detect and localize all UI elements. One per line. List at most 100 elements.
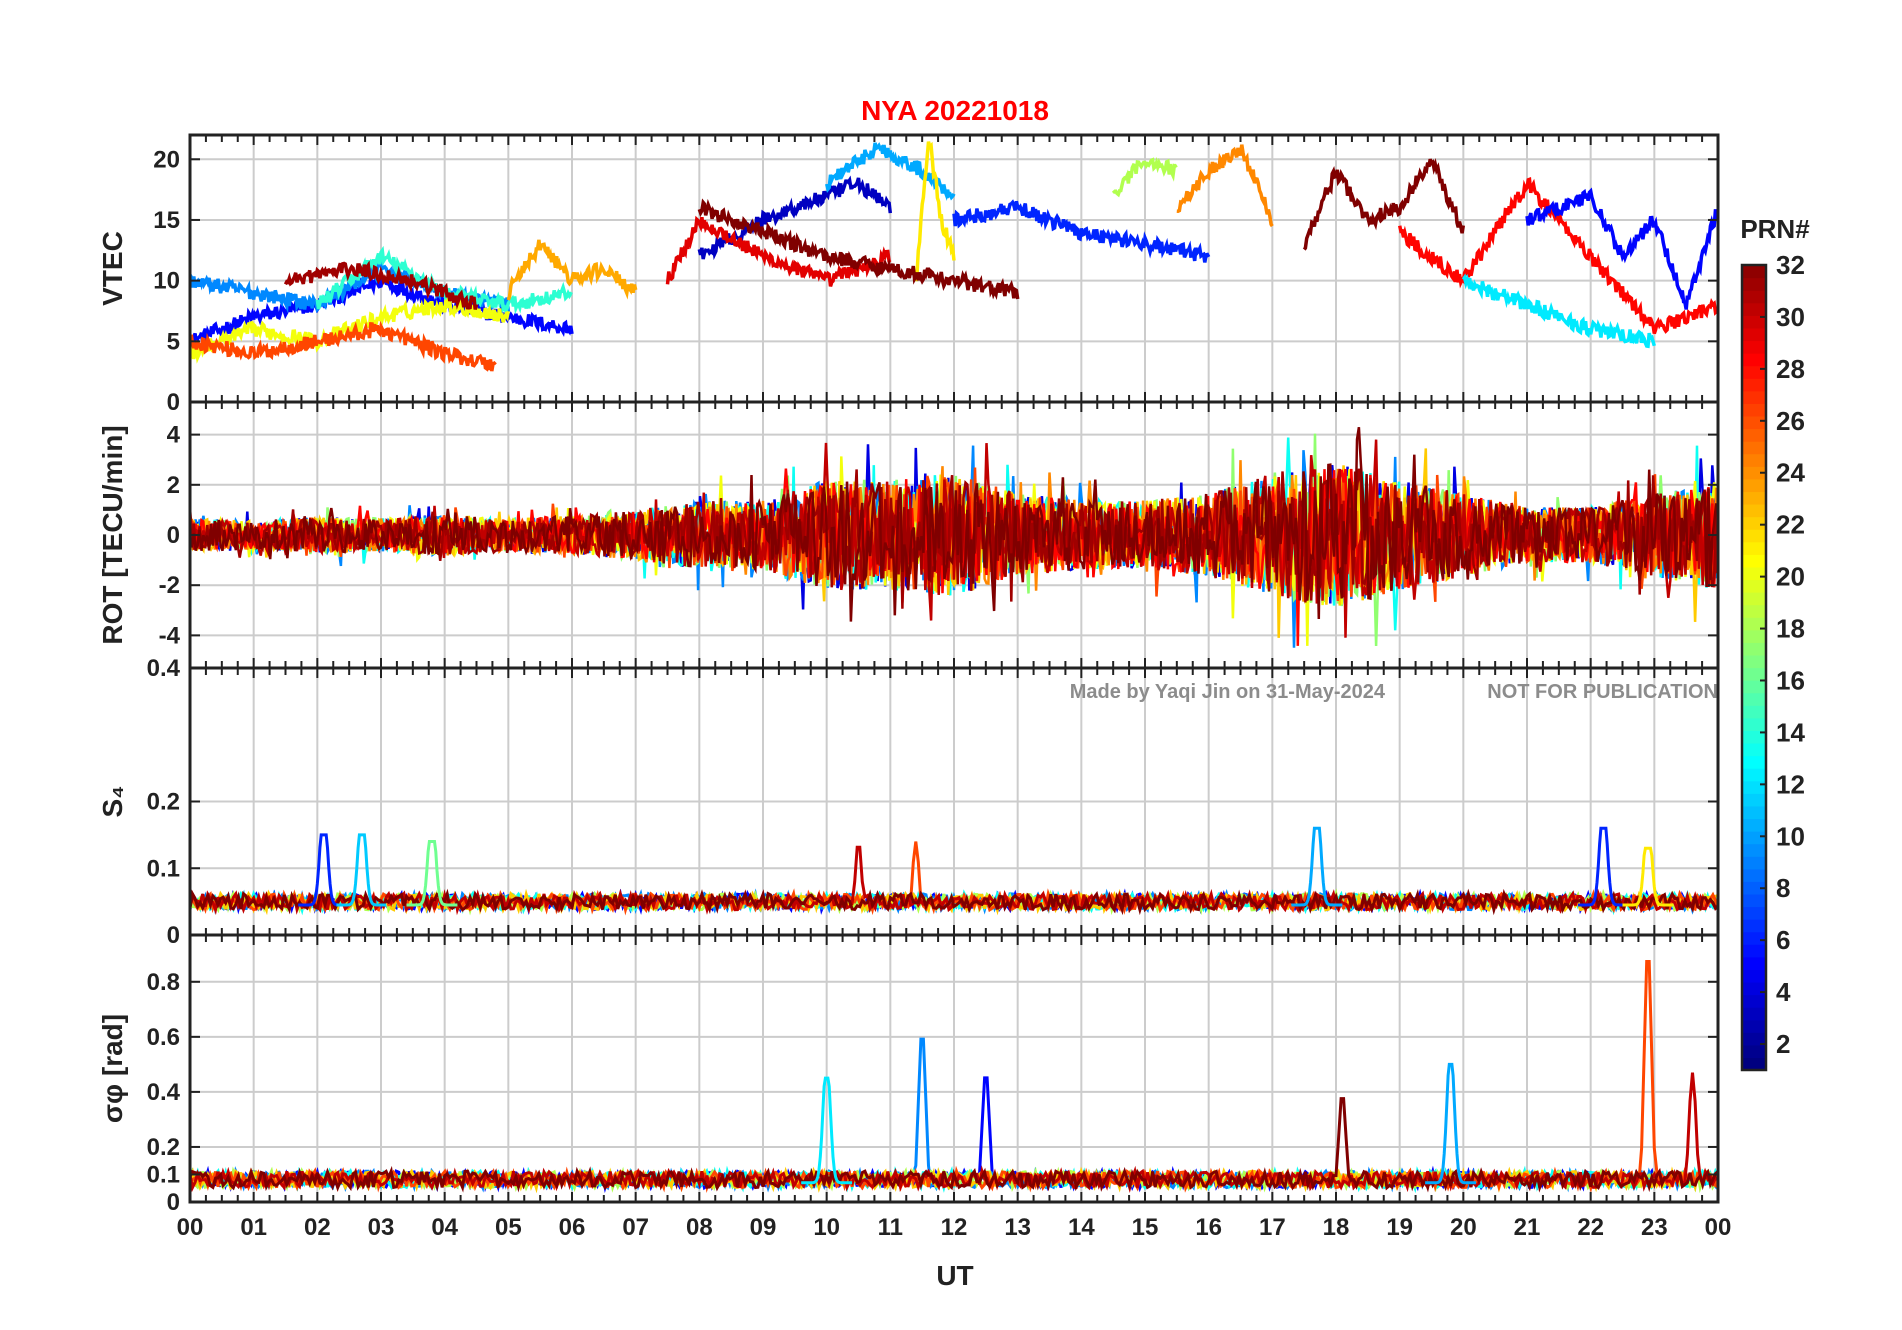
colorbar-segment <box>1742 1007 1766 1021</box>
vtec-series-prn-28 <box>1397 177 1718 335</box>
x-tick-label: 17 <box>1259 1214 1286 1241</box>
colorbar-segment <box>1742 654 1766 669</box>
x-tick-label: 11 <box>878 1214 903 1241</box>
sigma_phi-y-tick-label: 0.8 <box>147 969 180 996</box>
colorbar-tick-label: 4 <box>1776 977 1791 1007</box>
x-tick-label: 23 <box>1641 1214 1668 1241</box>
colorbar-tick-label: 32 <box>1776 250 1805 280</box>
colorbar-segment <box>1742 994 1766 1008</box>
colorbar-segment <box>1742 893 1766 908</box>
colorbar-segment <box>1742 843 1766 857</box>
x-tick-label: 08 <box>686 1214 713 1241</box>
colorbar-segment <box>1742 340 1766 354</box>
colorbar-segment <box>1742 755 1766 769</box>
s4-peak-prn-11 <box>336 833 387 907</box>
figure-title: NYA 20221018 <box>861 95 1049 126</box>
s4-y-tick-label: 0.1 <box>147 855 180 882</box>
colorbar-frame <box>1740 263 1768 1072</box>
rot-y-tick-label: 4 <box>167 422 181 449</box>
s4-peak-prn-16 <box>406 840 458 907</box>
colorbar-segment <box>1742 856 1766 870</box>
x-tick-label: 02 <box>304 1214 331 1241</box>
colorbar-segment <box>1742 290 1766 304</box>
x-tick-label: 00 <box>1705 1214 1732 1241</box>
vtec-panel: 0 5 10 15 20 VTEC <box>97 133 1720 416</box>
vtec-y-label: VTEC <box>97 231 128 306</box>
x-tick-label: 09 <box>750 1214 777 1241</box>
rot-traces <box>190 427 1718 648</box>
vtec-series-prn-24 <box>1176 144 1274 228</box>
colorbar-segment <box>1742 944 1766 958</box>
colorbar-tick-label: 12 <box>1776 769 1805 799</box>
colorbar-tick-label: 6 <box>1776 925 1790 955</box>
colorbar-segment <box>1742 981 1766 996</box>
x-tick-label: 19 <box>1386 1214 1413 1241</box>
colorbar-segment <box>1742 529 1766 543</box>
vtec-y-tick-label: 10 <box>153 268 180 295</box>
sigma_phi-y-tick-label: 0.1 <box>147 1161 180 1188</box>
colorbar-segment <box>1742 617 1766 631</box>
colorbar-segment <box>1742 881 1766 895</box>
colorbar-segment <box>1742 1032 1766 1046</box>
s4-peak-prn-10 <box>1291 826 1343 907</box>
colorbar-tick-label: 8 <box>1776 873 1790 903</box>
colorbar-segment <box>1742 919 1766 933</box>
s4-traces <box>190 826 1718 916</box>
vtec-y-tick-label: 0 <box>167 389 180 416</box>
colorbar-tick-label: 16 <box>1776 665 1805 695</box>
vtec-series-prn-21 <box>914 141 956 282</box>
s4-y-tick-label: 0.2 <box>147 789 180 816</box>
colorbar-segment <box>1742 327 1766 342</box>
vtec-series-prn-32 <box>1302 158 1466 251</box>
vtec-y-tick-label: 20 <box>153 146 180 173</box>
colorbar-segment <box>1742 365 1766 379</box>
vtec-traces <box>190 141 1718 372</box>
colorbar-segment <box>1742 818 1766 832</box>
sigma_phi-y-tick-label: 0.4 <box>147 1079 181 1106</box>
x-tick-label: 16 <box>1195 1214 1222 1241</box>
colorbar-segment <box>1742 1044 1766 1059</box>
x-tick-label: 06 <box>559 1214 586 1241</box>
vtec-series-prn-26 <box>190 320 497 372</box>
colorbar-segment <box>1742 403 1766 417</box>
colorbar-segment <box>1742 705 1766 719</box>
colorbar-segment <box>1742 730 1766 744</box>
s4-peak-prn-6 <box>1577 826 1629 907</box>
colorbar-segment <box>1742 441 1766 455</box>
colorbar-segment <box>1742 667 1766 681</box>
colorbar-label: PRN# <box>1740 214 1810 244</box>
x-tick-label: 10 <box>813 1214 840 1241</box>
colorbar-tick-label: 20 <box>1776 562 1805 592</box>
colorbar-segment <box>1742 353 1766 367</box>
colorbar-segment <box>1742 466 1766 480</box>
colorbar-segment <box>1742 592 1766 606</box>
x-tick-label: 21 <box>1514 1214 1541 1241</box>
rot-y-tick-label: 0 <box>167 522 180 549</box>
s4-y-tick-label: 0 <box>167 922 180 949</box>
vtec-y-tick-label: 15 <box>153 207 180 234</box>
colorbar-tick-label: 26 <box>1776 406 1805 436</box>
colorbar-segment <box>1742 554 1766 568</box>
rot-y-tick-label: -2 <box>159 572 180 599</box>
colorbar-tick-label: 24 <box>1776 458 1805 488</box>
x-tick-label: 18 <box>1323 1214 1350 1241</box>
vtec-series-prn-32 <box>697 198 1020 300</box>
colorbar-segment <box>1742 415 1766 430</box>
watermark-author: Made by Yaqi Jin on 31-May-2024 <box>1070 681 1386 703</box>
colorbar-segment <box>1742 604 1766 618</box>
x-tick-label: 14 <box>1068 1214 1095 1241</box>
s4-panel: 0 0.1 0.2 0.4 S₄ <box>97 655 1720 949</box>
colorbar-segment <box>1742 566 1766 581</box>
sigma_phi-y-tick-label: 0.6 <box>147 1024 180 1051</box>
s4-series-prn-30 <box>190 845 1718 916</box>
colorbar-segment <box>1742 265 1766 279</box>
colorbar-tick-label: 28 <box>1776 354 1805 384</box>
rot-panel: -4 -2 0 2 4 ROT [TECU/min] <box>97 400 1720 670</box>
x-tick-label: 15 <box>1132 1214 1159 1241</box>
vtec-y-tick-label: 5 <box>167 328 180 355</box>
x-tick-label: 00 <box>177 1214 204 1241</box>
colorbar-segment <box>1742 503 1766 518</box>
x-tick-label: 22 <box>1577 1214 1604 1241</box>
x-tick-label: 03 <box>368 1214 395 1241</box>
